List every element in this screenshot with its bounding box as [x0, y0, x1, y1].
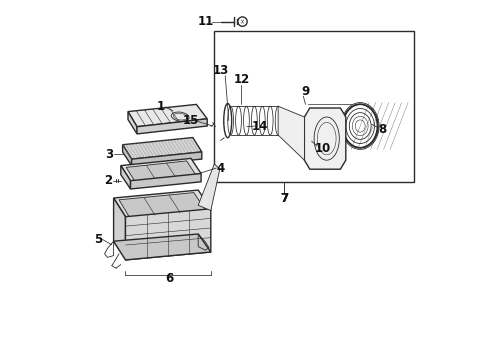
Polygon shape	[122, 138, 202, 159]
Text: 5: 5	[94, 233, 102, 246]
Polygon shape	[198, 164, 220, 211]
Text: 9: 9	[301, 85, 310, 98]
Text: 10: 10	[315, 142, 331, 155]
Polygon shape	[132, 152, 202, 166]
Text: 4: 4	[217, 162, 224, 175]
Polygon shape	[121, 158, 201, 181]
Text: 8: 8	[378, 123, 387, 136]
Text: 7: 7	[280, 192, 289, 204]
Text: 15: 15	[183, 114, 199, 127]
Text: 14: 14	[251, 120, 268, 132]
Polygon shape	[128, 104, 207, 127]
Polygon shape	[130, 174, 201, 189]
Text: 1: 1	[156, 100, 165, 113]
Text: 13: 13	[213, 64, 229, 77]
Polygon shape	[304, 108, 346, 169]
Polygon shape	[125, 209, 211, 260]
Polygon shape	[121, 166, 130, 189]
Bar	[215, 31, 414, 182]
Text: 7: 7	[280, 192, 289, 204]
Polygon shape	[278, 106, 304, 160]
Polygon shape	[126, 161, 196, 181]
Text: 12: 12	[233, 73, 249, 86]
Polygon shape	[114, 234, 211, 260]
Polygon shape	[114, 190, 211, 217]
Text: 6: 6	[165, 273, 173, 285]
Polygon shape	[114, 198, 125, 259]
Polygon shape	[119, 193, 205, 218]
Polygon shape	[122, 145, 132, 166]
Polygon shape	[128, 112, 137, 134]
Text: 11: 11	[197, 15, 214, 28]
Text: 3: 3	[105, 148, 113, 161]
Polygon shape	[137, 119, 207, 134]
Text: 2: 2	[104, 174, 112, 187]
